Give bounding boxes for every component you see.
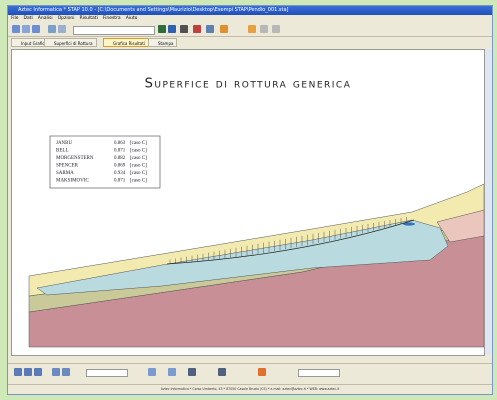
legend-method: JANBU bbox=[56, 141, 73, 146]
legend-case: [caso C] bbox=[130, 164, 147, 169]
tool-button[interactable] bbox=[188, 368, 196, 376]
legend-method: MORGENSTERN bbox=[56, 156, 94, 161]
legend-value: 0.863 bbox=[114, 141, 126, 146]
tool-button[interactable] bbox=[248, 25, 256, 33]
coord-field[interactable] bbox=[86, 369, 128, 377]
tool-button[interactable] bbox=[148, 368, 156, 376]
scale-field[interactable] bbox=[73, 26, 155, 35]
legend-value: 0.869 bbox=[114, 164, 126, 169]
slip-surface bbox=[166, 219, 415, 265]
tool-button[interactable] bbox=[58, 25, 66, 33]
legend-case: [caso C] bbox=[130, 149, 147, 154]
legend-value: 0.934 bbox=[114, 171, 126, 176]
title-bar: Aztec Informatica * STAP 10.0 - [C:\Docu… bbox=[8, 6, 492, 15]
tab[interactable]: Grafica Risultati bbox=[103, 38, 149, 47]
legend-method: MAKSIMOVIC bbox=[56, 179, 89, 184]
toolbar bbox=[8, 23, 492, 37]
menu-item[interactable]: Finestra bbox=[102, 16, 121, 21]
drawing: Superfice di rottura generica JANBU 0.863… bbox=[28, 77, 485, 348]
tool-button[interactable] bbox=[272, 25, 280, 33]
legend-case: [caso C] bbox=[130, 179, 147, 184]
tool-button[interactable] bbox=[260, 25, 268, 33]
tool-button[interactable] bbox=[62, 368, 70, 376]
legend-case: [caso C] bbox=[130, 156, 147, 161]
tool-button[interactable] bbox=[220, 25, 228, 33]
legend-method: BELL bbox=[56, 149, 69, 154]
tool-button[interactable] bbox=[168, 368, 176, 376]
legend-method: SPENCER bbox=[56, 164, 79, 169]
water bbox=[403, 222, 415, 226]
tool-button[interactable] bbox=[206, 25, 214, 33]
app-window: Aztec Informatica * STAP 10.0 - [C:\Docu… bbox=[7, 5, 493, 395]
tool-button[interactable] bbox=[48, 25, 56, 33]
tool-button[interactable] bbox=[218, 368, 226, 376]
tool-button[interactable] bbox=[180, 25, 188, 33]
tool-button[interactable] bbox=[32, 25, 40, 33]
drawing-area: Superfice di rottura generica JANBU 0.863… bbox=[11, 49, 485, 356]
tool-button[interactable] bbox=[34, 368, 42, 376]
menu-item[interactable]: File bbox=[11, 16, 19, 21]
bottom-toolbar bbox=[8, 363, 492, 380]
status-bar: Aztec Informatica * Corso Umberto, 43 * … bbox=[8, 384, 492, 394]
menu-item[interactable]: Risultati bbox=[79, 16, 98, 21]
tab[interactable]: Superfici di Rottura bbox=[44, 38, 97, 47]
menu-item[interactable]: Aiuto bbox=[125, 16, 138, 21]
tool-button[interactable] bbox=[52, 368, 60, 376]
tab-bar: Input Grafico Superfici di Rottura Grafica… bbox=[8, 37, 492, 48]
tool-button[interactable] bbox=[24, 368, 32, 376]
legend-case: [caso C] bbox=[130, 141, 147, 146]
legend-value: 0.882 bbox=[114, 156, 126, 161]
menu-bar: File Dati Analisi Opzioni Risultati Finestra A… bbox=[8, 15, 492, 22]
tab[interactable]: Stampa bbox=[148, 38, 178, 47]
legend-box bbox=[49, 135, 161, 189]
side-toolbar bbox=[485, 49, 491, 354]
tool-button[interactable] bbox=[168, 25, 176, 33]
menu-item[interactable]: Analisi bbox=[37, 16, 53, 21]
menu-item[interactable]: Opzioni bbox=[57, 16, 75, 21]
tool-button[interactable] bbox=[258, 368, 266, 376]
drawing-title: Superfice di rottura generica bbox=[145, 77, 352, 92]
tool-button[interactable] bbox=[12, 25, 20, 33]
tool-button[interactable] bbox=[22, 25, 30, 33]
legend-case: [caso C] bbox=[130, 171, 147, 176]
legend-method: SARMA bbox=[56, 171, 74, 176]
menu-item[interactable]: Dati bbox=[23, 16, 33, 21]
zoom-field[interactable] bbox=[298, 369, 340, 377]
legend-value: 0.871 bbox=[114, 179, 126, 184]
tool-button[interactable] bbox=[193, 25, 201, 33]
legend-value: 0.871 bbox=[114, 149, 126, 154]
tool-button[interactable] bbox=[14, 368, 22, 376]
tool-button[interactable] bbox=[158, 25, 166, 33]
